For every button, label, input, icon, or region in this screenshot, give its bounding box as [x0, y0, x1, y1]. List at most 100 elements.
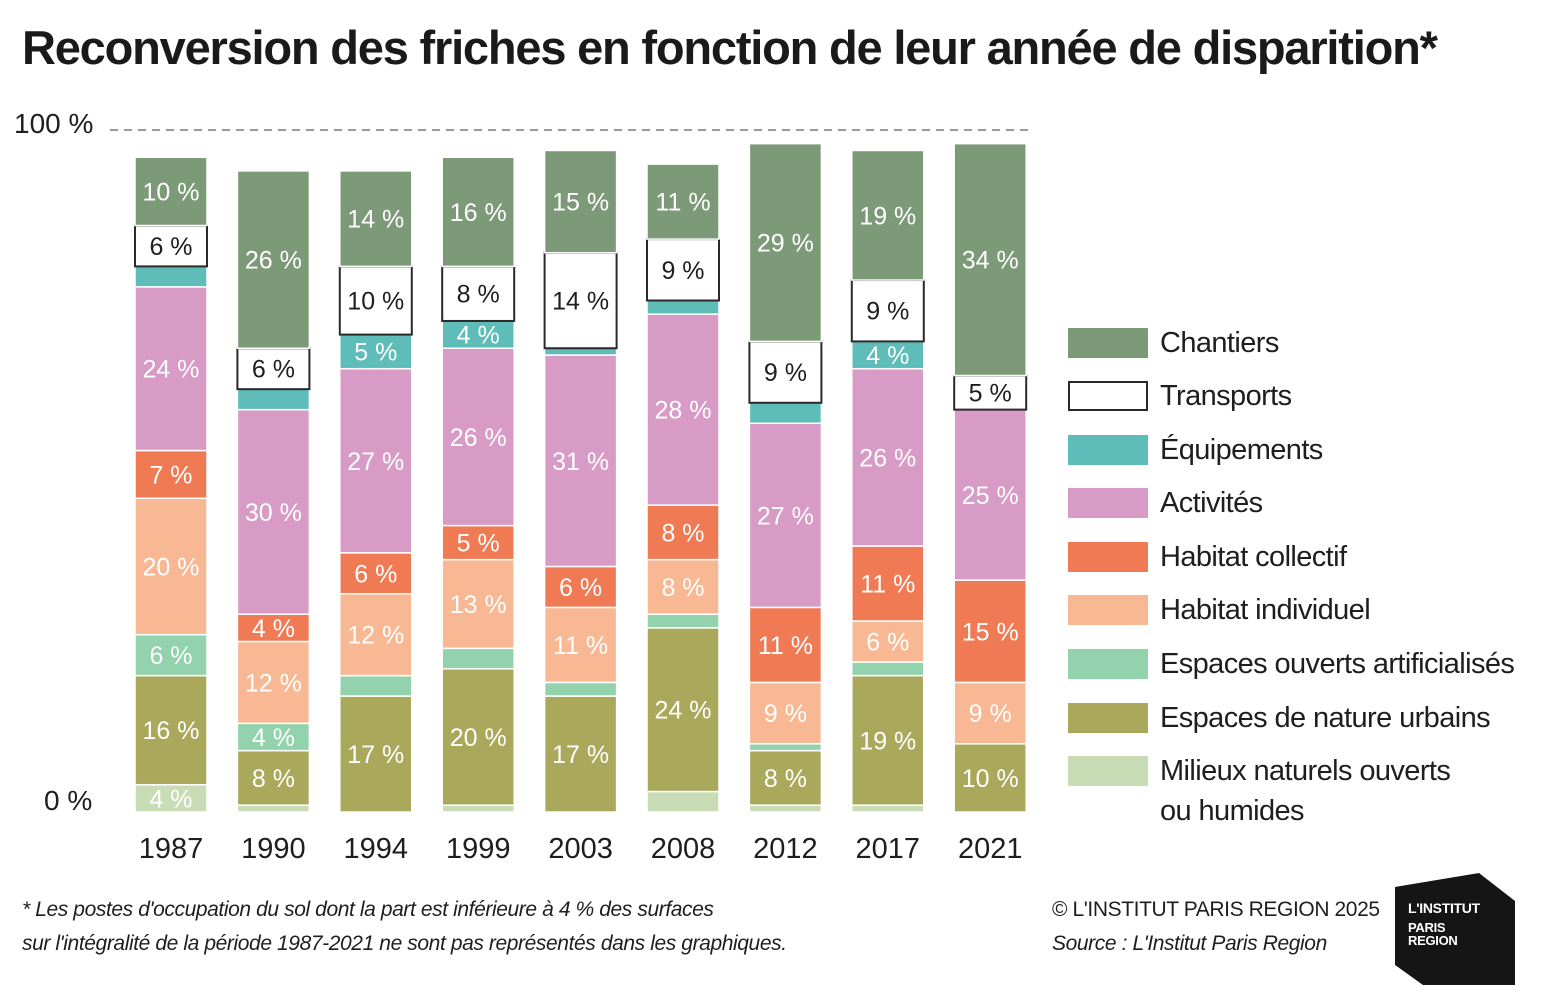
data-label-1987-8: 10 % [143, 178, 200, 206]
bar-segment-2012-1 [748, 749, 823, 806]
data-label-1990-7: 6 % [252, 356, 295, 384]
data-label-1990-8: 26 % [245, 247, 302, 275]
legend-swatch-milieux-naturels [1068, 756, 1148, 786]
data-label-2012-4: 11 % [758, 632, 813, 660]
legend-label-espaces-ouverts: Espaces ouverts artificialisés [1160, 648, 1515, 680]
legend-swatch-habitat-collectif [1068, 542, 1148, 572]
x-tick-label-2012: 2012 [753, 833, 818, 865]
bar-segment-1994-7 [338, 265, 413, 336]
data-label-1987-5: 24 % [143, 356, 200, 384]
data-label-1999-8: 16 % [450, 199, 507, 227]
bar-segment-2003-8 [543, 149, 618, 254]
x-tick-label-2021: 2021 [958, 833, 1023, 865]
bar-segment-2021-5 [953, 408, 1027, 581]
data-label-1999-1: 20 % [450, 724, 507, 752]
bar-segment-1990-8 [236, 170, 311, 349]
legend-label-habitat-individuel: Habitat individuel [1160, 594, 1371, 626]
x-tick-label-1987: 1987 [139, 833, 204, 865]
bar-segment-2021-1 [953, 743, 1027, 813]
logo-text: L'INSTITUT PARIS REGION [1408, 900, 1480, 948]
data-label-2008-1: 24 % [655, 697, 712, 725]
data-label-2003-8: 15 % [552, 189, 609, 217]
x-tick-label-2003: 2003 [548, 833, 613, 865]
data-label-1994-4: 6 % [354, 560, 397, 588]
data-label-1990-1: 8 % [252, 765, 295, 793]
legend-label-espaces-nature: Espaces de nature urbains [1160, 702, 1491, 734]
data-label-2021-3: 9 % [969, 700, 1012, 728]
data-label-2012-8: 29 % [757, 230, 814, 258]
bar-segment-1990-7 [236, 347, 311, 391]
bar-segment-2017-1 [851, 674, 925, 806]
bar-segment-2017-8 [851, 149, 925, 281]
bar-segment-1999-7 [441, 265, 516, 322]
bar-segment-2017-3 [851, 620, 925, 663]
data-label-2017-8: 19 % [859, 202, 916, 230]
bar-segment-1994-6 [339, 333, 413, 370]
bar-segment-2021-8 [953, 142, 1027, 377]
legend-swatch-espaces-nature [1068, 703, 1148, 733]
bar-segment-1990-6 [236, 388, 311, 411]
legend-item-equipements: Équipements [1068, 434, 1323, 475]
institut-logo [1395, 873, 1515, 985]
data-label-1987-1: 16 % [143, 717, 200, 745]
y-tick-label-100: 100 % [14, 108, 93, 139]
footnote-line-2: sur l'intégralité de la période 1987-202… [22, 932, 787, 955]
legend-item-habitat-collectif: Habitat collectif [1068, 541, 1347, 582]
data-label-1999-6: 4 % [457, 322, 500, 350]
bar-segment-2003-5 [543, 354, 618, 568]
legend-swatch-chantiers [1068, 328, 1148, 358]
data-label-2017-3: 6 % [866, 629, 909, 657]
bar-segment-2003-7 [543, 251, 618, 350]
data-label-1994-1: 17 % [347, 741, 404, 769]
data-label-2003-3: 11 % [553, 632, 608, 660]
legend-swatch-equipements [1068, 435, 1148, 465]
bar-segment-1987-6 [134, 265, 208, 288]
data-label-1990-4: 4 % [252, 615, 295, 643]
x-tick-label-2017: 2017 [856, 833, 921, 865]
bar-segment-1987-8 [134, 156, 208, 227]
bar-segment-1994-3 [339, 593, 413, 677]
data-label-2017-4: 11 % [860, 571, 915, 599]
data-label-2021-4: 15 % [962, 618, 1019, 646]
bar-segment-2012-8 [748, 142, 823, 343]
bar-segment-2008-3 [646, 558, 720, 615]
data-label-1994-3: 12 % [347, 622, 404, 650]
bar-segment-1999-6 [441, 320, 515, 349]
data-label-2008-5: 28 % [655, 397, 712, 425]
bar-segment-2017-4 [851, 545, 925, 622]
bar-segment-2012-7 [748, 340, 823, 404]
bar-segment-2017-0 [851, 804, 925, 813]
legend-label-equipements: Équipements [1160, 434, 1323, 466]
data-label-1999-7: 8 % [457, 281, 500, 309]
data-label-2008-3: 8 % [661, 574, 704, 602]
legend-item-espaces-ouverts: Espaces ouverts artificialisés [1068, 648, 1515, 689]
data-label-1987-4: 7 % [149, 461, 192, 489]
data-label-2003-5: 31 % [552, 448, 609, 476]
legend-swatch-activites [1068, 488, 1148, 518]
bar-segment-2003-2 [543, 681, 618, 697]
bar-segment-1987-5 [134, 286, 208, 452]
legend-label-activites: Activités [1160, 487, 1263, 519]
data-label-2003-4: 6 % [559, 574, 602, 602]
legend-item-milieux-naturels: Milieux naturels ouverts ou humides [1068, 755, 1451, 836]
source: Source : L'Institut Paris Region [1052, 932, 1327, 955]
bar-segment-1990-4 [236, 613, 311, 643]
legend-swatch-transports [1068, 381, 1148, 411]
legend-item-chantiers: Chantiers [1068, 327, 1279, 368]
data-label-2003-1: 17 % [552, 741, 609, 769]
chart-title: Reconversion des friches en fonction de … [22, 21, 1438, 74]
data-label-2017-5: 26 % [859, 444, 916, 472]
data-label-2012-7: 9 % [764, 359, 807, 387]
bar-segment-1994-2 [339, 674, 413, 697]
bar-segment-1987-4 [134, 449, 208, 500]
bar-segment-2017-2 [851, 661, 925, 677]
data-label-1994-6: 5 % [354, 339, 397, 367]
bar-segment-2008-6 [646, 299, 720, 315]
data-label-2017-6: 4 % [866, 342, 909, 370]
bar-segment-1999-3 [441, 558, 515, 650]
legend-label-habitat-collectif: Habitat collectif [1160, 541, 1347, 573]
bar-segment-2008-4 [646, 504, 720, 561]
data-label-2012-5: 27 % [757, 502, 814, 530]
y-tick-label-0: 0 % [44, 785, 92, 816]
bar-segment-1994-4 [339, 552, 413, 595]
